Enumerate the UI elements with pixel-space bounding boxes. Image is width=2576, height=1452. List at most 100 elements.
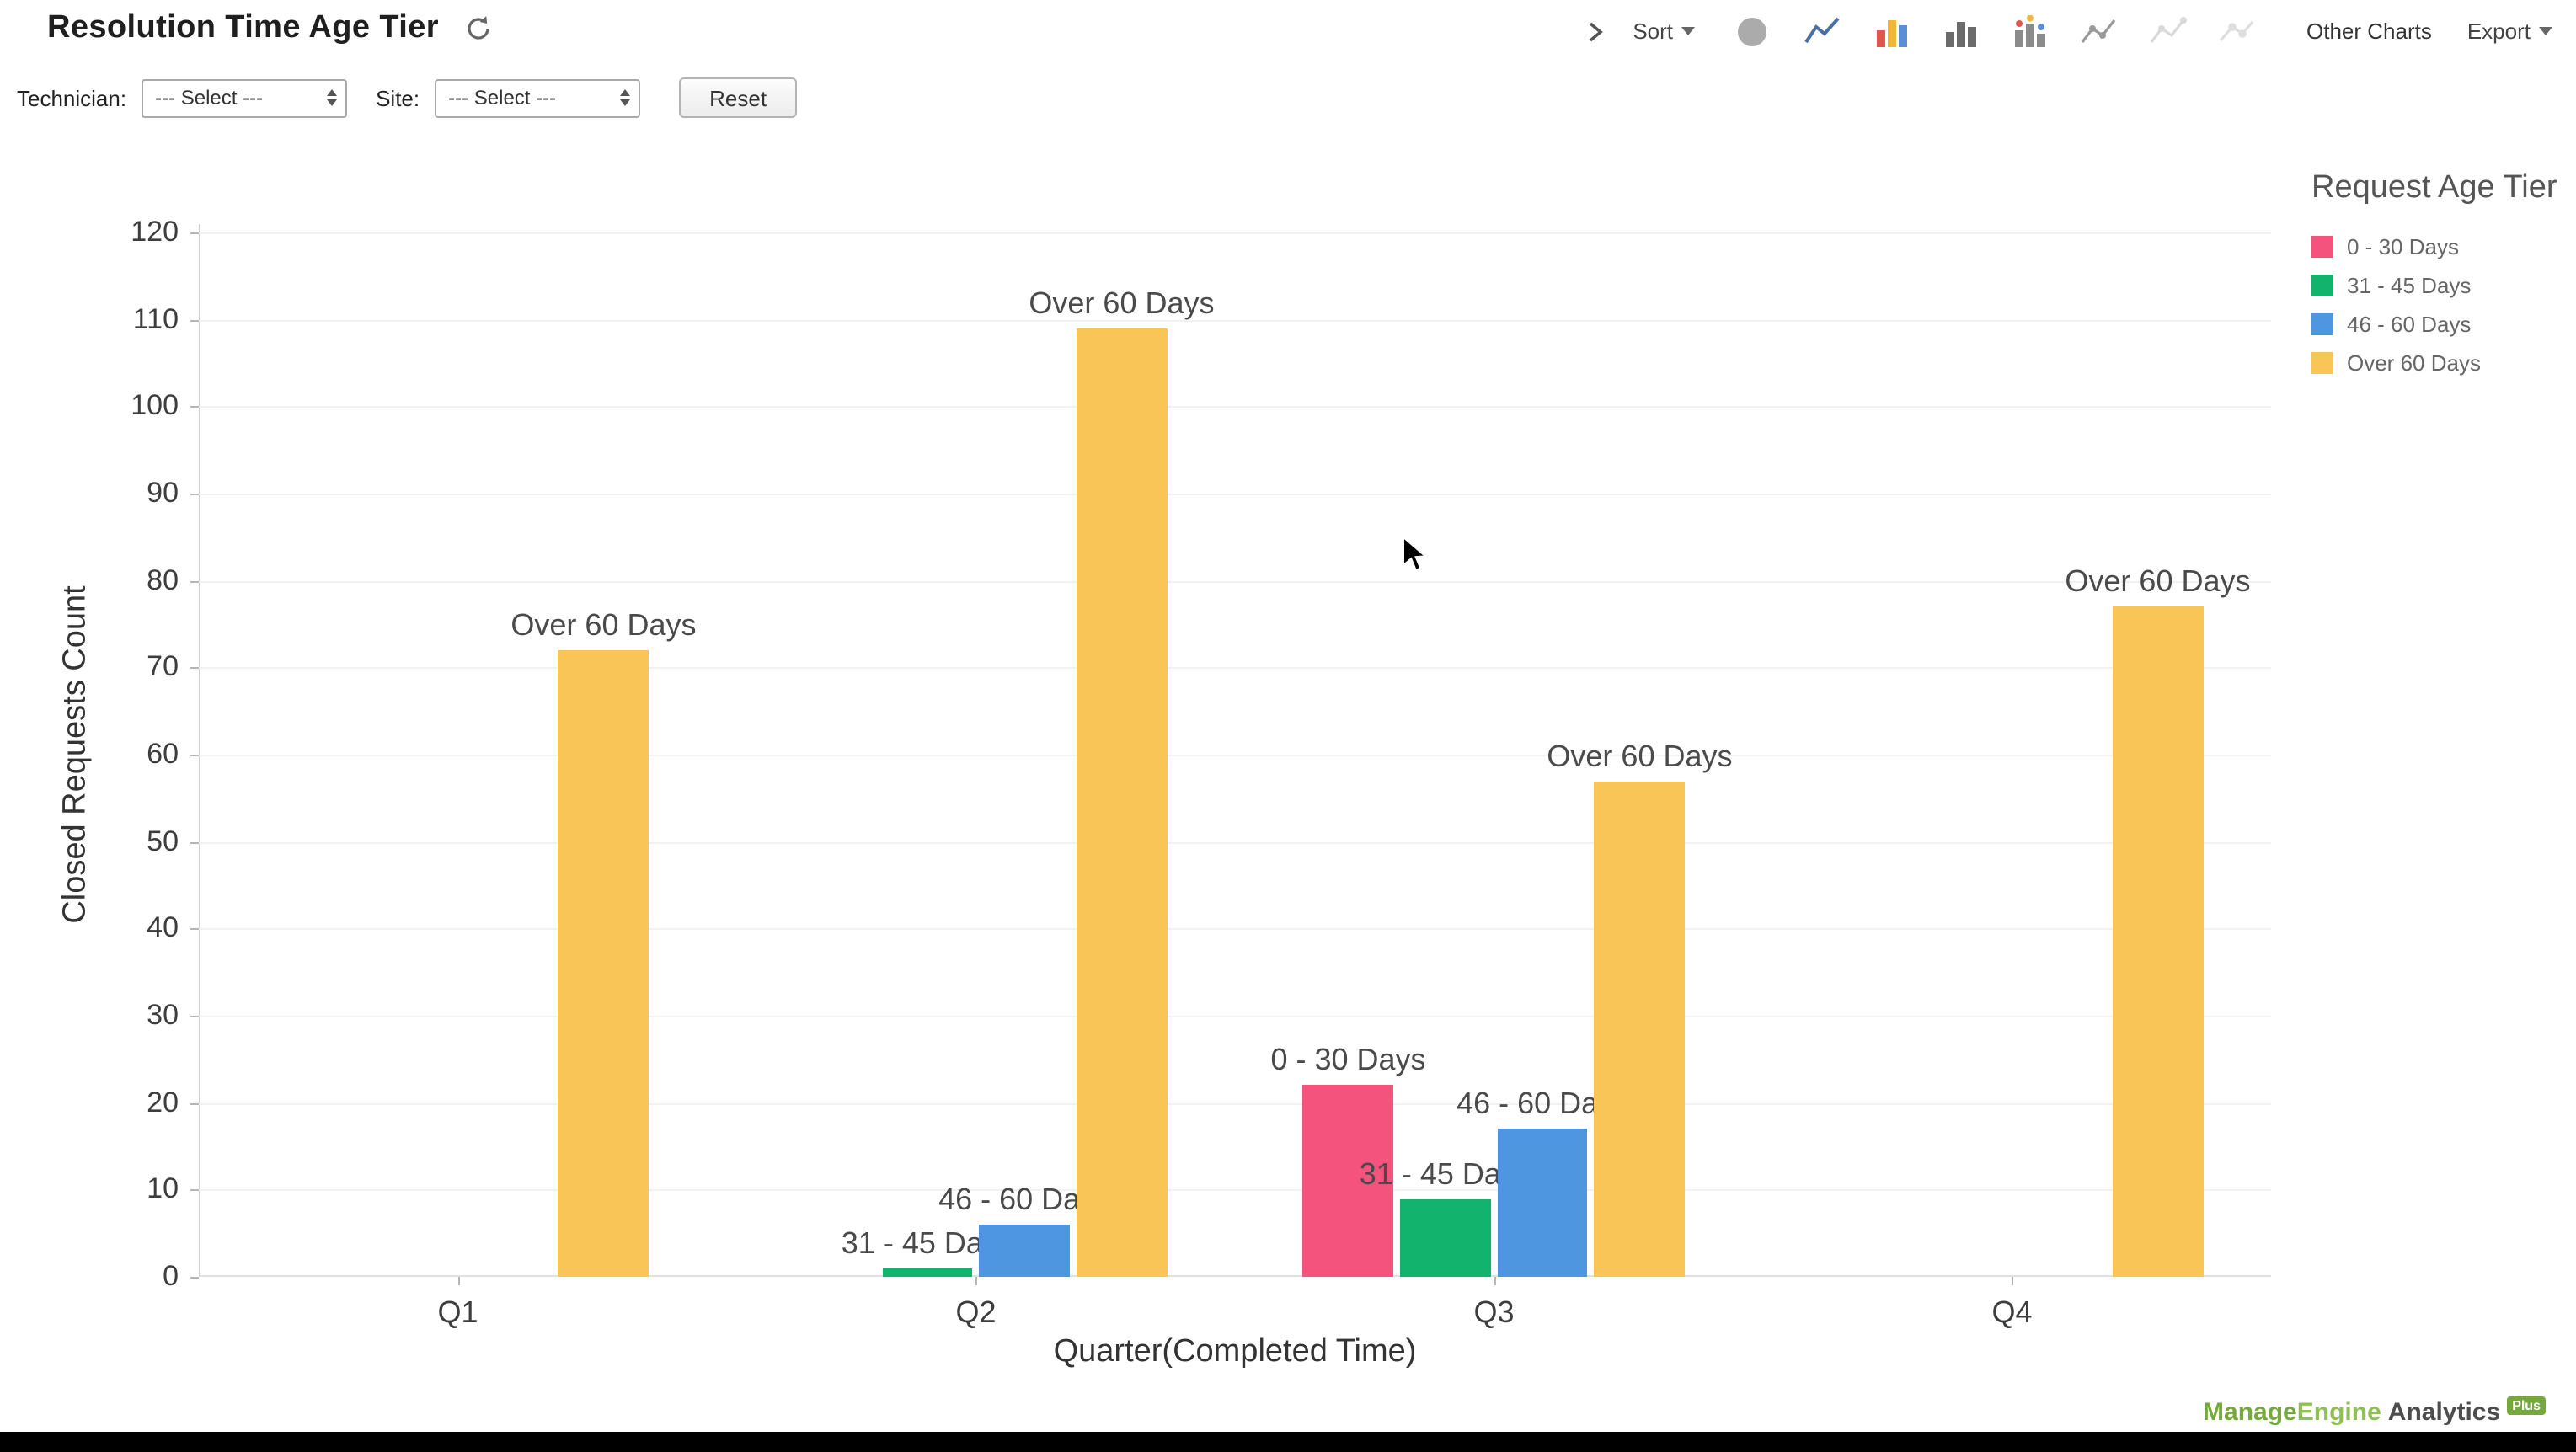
- gridline: [199, 841, 2271, 844]
- chart-bar[interactable]: [979, 1225, 1070, 1277]
- x-axis-tick: [1494, 1277, 1496, 1285]
- legend-items: 0 - 30 Days 31 - 45 Days 46 - 60 Days Over …: [2311, 227, 2576, 382]
- y-axis-tick: [190, 841, 199, 844]
- x-category-label: Q2: [955, 1295, 997, 1329]
- legend-swatch-icon: [2311, 352, 2333, 374]
- y-axis-tick: [190, 232, 199, 234]
- reset-button[interactable]: Reset: [679, 77, 798, 118]
- line-chart-icon[interactable]: [1803, 14, 1843, 48]
- site-label: Site:: [376, 85, 420, 110]
- y-axis-tick-label: 80: [147, 563, 179, 596]
- bar-label: Over 60 Days: [1029, 286, 1215, 320]
- y-axis-tick-label: 10: [147, 1172, 179, 1205]
- chart-bar[interactable]: [882, 1268, 973, 1277]
- x-category-label: Q4: [1991, 1295, 2033, 1329]
- x-category-label: Q1: [437, 1295, 478, 1329]
- y-axis-tick-label: 70: [147, 650, 179, 683]
- y-axis-tick-label: 90: [147, 477, 179, 509]
- legend-label: 31 - 45 Days: [2347, 273, 2472, 298]
- gridline: [199, 1102, 2271, 1105]
- legend-label: Over 60 Days: [2347, 350, 2481, 376]
- y-axis-tick-label: 20: [147, 1086, 179, 1118]
- chart-bar[interactable]: [1302, 1085, 1394, 1277]
- y-axis-tick: [190, 928, 199, 931]
- chart-bar[interactable]: [558, 650, 649, 1277]
- legend-item[interactable]: 31 - 45 Days: [2311, 266, 2576, 305]
- bar-label: Over 60 Days: [1547, 739, 1733, 772]
- caret-down-icon: [2539, 27, 2552, 35]
- select-arrows-icon: [620, 89, 631, 106]
- sort-label: Sort: [1633, 19, 1673, 44]
- legend-item[interactable]: Over 60 Days: [2311, 344, 2576, 382]
- gridline: [199, 755, 2271, 756]
- brand-product: Analytics: [2387, 1398, 2501, 1427]
- filter-bar: Technician: --- Select --- Site: --- Sel…: [17, 77, 798, 118]
- y-axis-tick: [190, 1189, 199, 1192]
- y-axis-tick-label: 40: [147, 911, 179, 944]
- gridline: [199, 232, 2271, 234]
- chart-bar[interactable]: [2112, 606, 2204, 1277]
- pie-chart-icon[interactable]: [1734, 14, 1774, 48]
- y-axis-tick: [190, 494, 199, 495]
- chart-bar[interactable]: [1594, 781, 1686, 1277]
- select-arrows-icon: [327, 89, 338, 106]
- chart-bar[interactable]: [1400, 1198, 1491, 1277]
- y-axis-tick-label: 110: [132, 302, 179, 335]
- gridline: [199, 1189, 2271, 1192]
- y-axis-tick-label: 100: [131, 389, 179, 422]
- gridline: [199, 580, 2271, 583]
- column-chart-icon[interactable]: [1941, 14, 1981, 48]
- y-axis-tick-label: 0: [163, 1260, 179, 1292]
- gridline: [199, 406, 2271, 408]
- gridline: [199, 1016, 2271, 1017]
- bar-chart-icon[interactable]: [1872, 14, 1912, 48]
- legend-item[interactable]: 0 - 30 Days: [2311, 227, 2576, 266]
- legend-label: 0 - 30 Days: [2347, 234, 2459, 259]
- y-axis-tick: [190, 755, 199, 756]
- technician-select[interactable]: --- Select ---: [142, 78, 348, 117]
- y-axis-tick-label: 120: [131, 216, 179, 248]
- caret-down-icon: [1681, 27, 1695, 35]
- y-axis-tick: [190, 580, 199, 583]
- site-select[interactable]: --- Select ---: [435, 78, 641, 117]
- stacked-chart-icon[interactable]: [2010, 14, 2050, 48]
- brand-engine: Engine: [2296, 1398, 2381, 1427]
- x-axis-tick: [2012, 1277, 2014, 1285]
- area-chart-icon[interactable]: [2148, 14, 2189, 48]
- collapse-chevron-icon[interactable]: [1587, 19, 1607, 43]
- y-axis-tick: [190, 667, 199, 670]
- other-charts-button[interactable]: Other Charts: [2306, 19, 2432, 44]
- x-axis-title: Quarter(Completed Time): [1053, 1334, 1417, 1369]
- gridline: [199, 494, 2271, 495]
- chart-bar[interactable]: [1076, 328, 1168, 1277]
- y-axis-tick: [190, 1016, 199, 1017]
- page-title: Resolution Time Age Tier: [47, 10, 439, 45]
- export-dropdown[interactable]: Export: [2467, 19, 2552, 44]
- y-axis-tick: [190, 319, 199, 322]
- x-axis-tick: [975, 1277, 978, 1285]
- sort-dropdown[interactable]: Sort: [1633, 19, 1695, 44]
- y-axis-tick: [190, 1102, 199, 1105]
- brand-plus-badge: Plus: [2507, 1396, 2546, 1415]
- legend-label: 46 - 60 Days: [2347, 312, 2472, 337]
- bar-label: Over 60 Days: [2065, 564, 2251, 599]
- gridline: [199, 667, 2271, 670]
- bottom-letterbox: [0, 1432, 2576, 1452]
- bar-label: Over 60 Days: [510, 608, 697, 642]
- y-axis-title: Closed Requests Count: [57, 585, 94, 924]
- export-label: Export: [2466, 19, 2531, 44]
- scatter-chart-icon[interactable]: [2079, 14, 2119, 48]
- legend-item[interactable]: 46 - 60 Days: [2311, 305, 2576, 344]
- plot-area: [199, 224, 2271, 1277]
- chart-type-switcher: [1734, 14, 2258, 48]
- refresh-icon[interactable]: [462, 13, 493, 44]
- bubble-chart-icon[interactable]: [2217, 14, 2258, 48]
- y-axis-tick: [190, 406, 199, 408]
- y-axis-title-wrap: Closed Requests Count: [40, 232, 111, 1277]
- chart-bar[interactable]: [1497, 1129, 1588, 1277]
- y-axis-tick-label: 50: [147, 825, 179, 857]
- brand-manage: Manage: [2203, 1398, 2297, 1427]
- mouse-cursor: [1402, 535, 1428, 573]
